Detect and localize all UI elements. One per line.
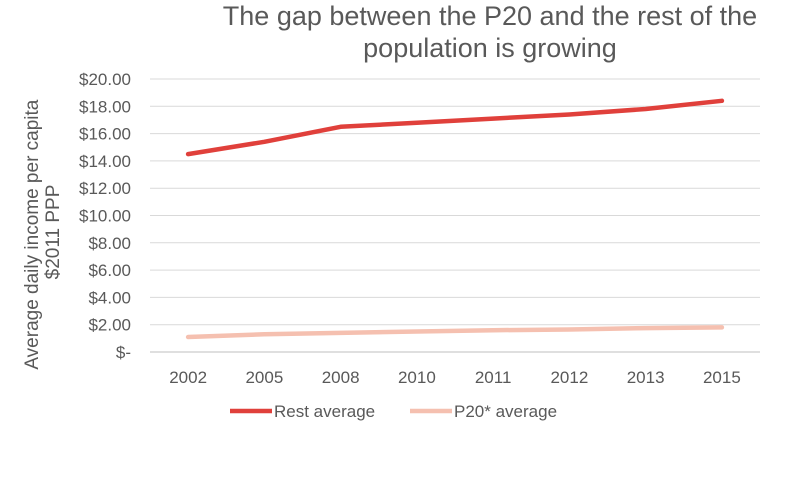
y-tick-label-6: $6.00: [88, 261, 131, 280]
legend-label-2: P20* average: [454, 402, 557, 421]
x-tick-label-2011: 2011: [475, 368, 512, 387]
y-tick-label-20: $20.00: [79, 70, 131, 89]
y-tick-label-18: $18.00: [79, 97, 131, 116]
y-tick-label-12: $12.00: [79, 179, 131, 198]
series-lines: [185, 98, 725, 340]
x-tick-label-2008: 2008: [322, 368, 360, 387]
series-line-1: [185, 98, 725, 157]
y-tick-label-10: $10.00: [79, 207, 131, 226]
x-tick-label-2015: 2015: [703, 368, 741, 387]
y-axis-title-line-2: $2011 PPP: [43, 185, 64, 280]
y-tick-label-16: $16.00: [79, 125, 131, 144]
y-tick-label-0: $-: [116, 343, 131, 362]
y-axis-title: Average daily income per capita $2011 PP…: [22, 94, 64, 369]
chart-title-line-1: The gap between the P20 and the rest of …: [222, 1, 758, 31]
chart-title: The gap between the P20 and the rest of …: [190, 0, 790, 64]
chart-title-line-2: population is growing: [363, 33, 617, 63]
y-tick-label-2: $2.00: [88, 316, 131, 335]
y-tick-label-4: $4.00: [88, 288, 131, 307]
x-tick-label-2012: 2012: [550, 368, 588, 387]
x-tick-label-2010: 2010: [398, 368, 436, 387]
series-line-2: [185, 325, 725, 340]
gridlines: [150, 78, 760, 353]
x-tick-label-2013: 2013: [627, 368, 665, 387]
y-axis-tick-labels: $- $2.00 $4.00 $6.00 $8.00 $10.00 $12.00 $14.00…: [79, 70, 131, 362]
y-tick-label-14: $14.00: [79, 152, 131, 171]
x-tick-label-2002: 2002: [169, 368, 207, 387]
x-axis-tick-labels: 2002 2005 2008 2010 2011 2012 2013 2015: [169, 368, 741, 387]
y-tick-label-8: $8.00: [88, 234, 131, 253]
y-axis-title-line-1: Average daily income per capita: [22, 99, 43, 369]
legend: Rest average P20* average: [230, 402, 557, 421]
x-tick-label-2005: 2005: [245, 368, 283, 387]
legend-label-1: Rest average: [274, 402, 375, 421]
